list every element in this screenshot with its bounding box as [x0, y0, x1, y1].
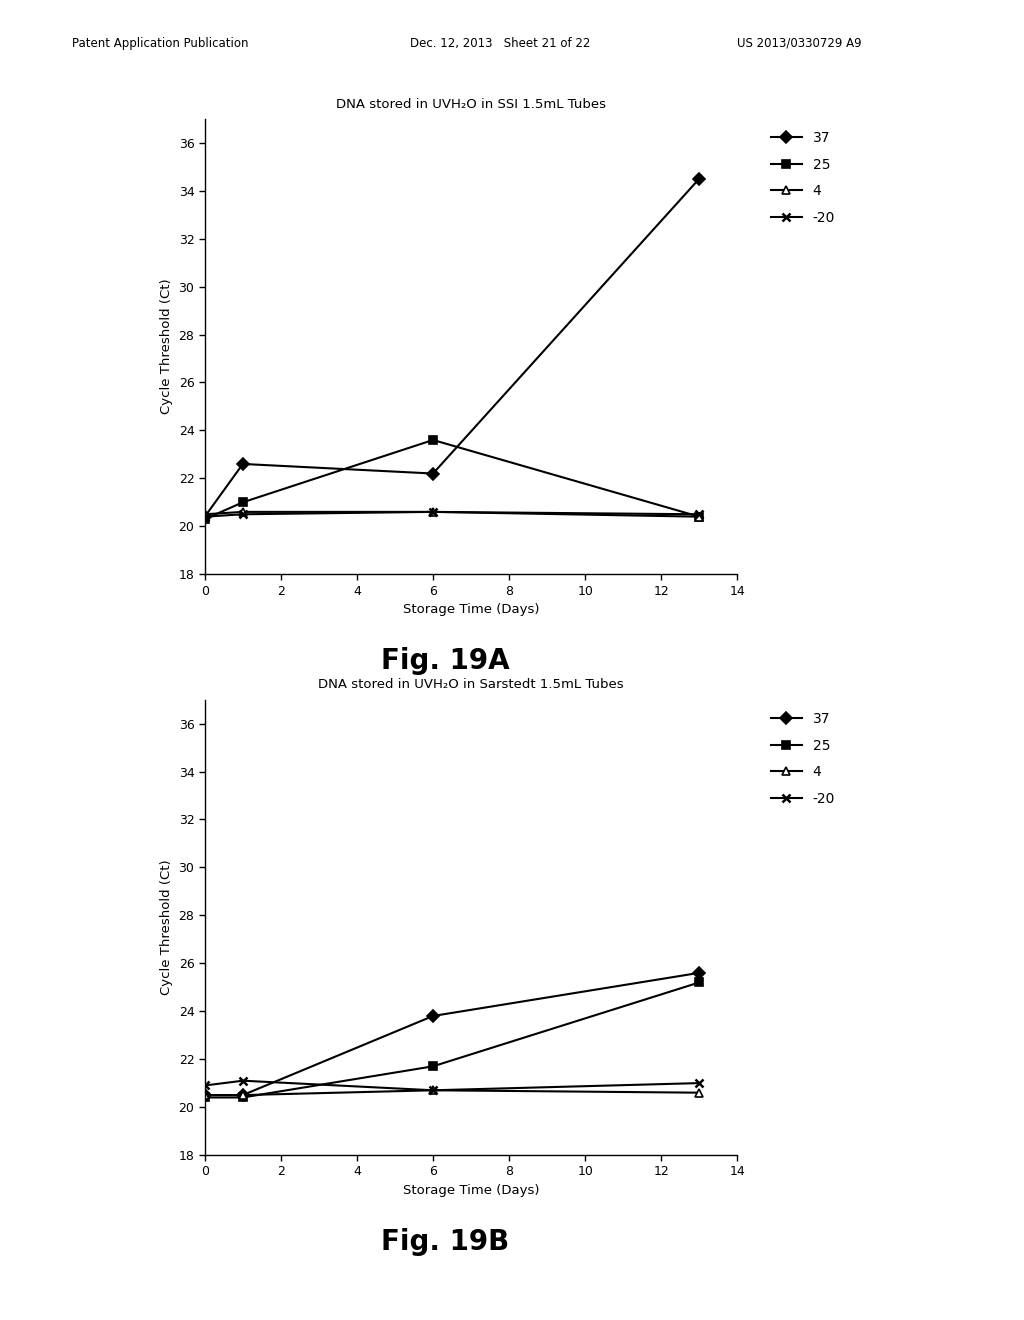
X-axis label: Storage Time (Days): Storage Time (Days) [402, 1184, 540, 1197]
Title: DNA stored in UVH₂O in Sarstedt 1.5mL Tubes: DNA stored in UVH₂O in Sarstedt 1.5mL Tu… [318, 678, 624, 692]
Title: DNA stored in UVH₂O in SSI 1.5mL Tubes: DNA stored in UVH₂O in SSI 1.5mL Tubes [336, 98, 606, 111]
Legend: 37, 25, 4, -20: 37, 25, 4, -20 [766, 125, 841, 231]
X-axis label: Storage Time (Days): Storage Time (Days) [402, 603, 540, 616]
Y-axis label: Cycle Threshold (Ct): Cycle Threshold (Ct) [160, 279, 173, 414]
Text: Dec. 12, 2013   Sheet 21 of 22: Dec. 12, 2013 Sheet 21 of 22 [410, 37, 590, 50]
Text: Fig. 19A: Fig. 19A [381, 647, 510, 675]
Legend: 37, 25, 4, -20: 37, 25, 4, -20 [766, 706, 841, 812]
Text: US 2013/0330729 A9: US 2013/0330729 A9 [737, 37, 862, 50]
Text: Patent Application Publication: Patent Application Publication [72, 37, 248, 50]
Y-axis label: Cycle Threshold (Ct): Cycle Threshold (Ct) [160, 859, 173, 995]
Text: Fig. 19B: Fig. 19B [381, 1228, 510, 1255]
